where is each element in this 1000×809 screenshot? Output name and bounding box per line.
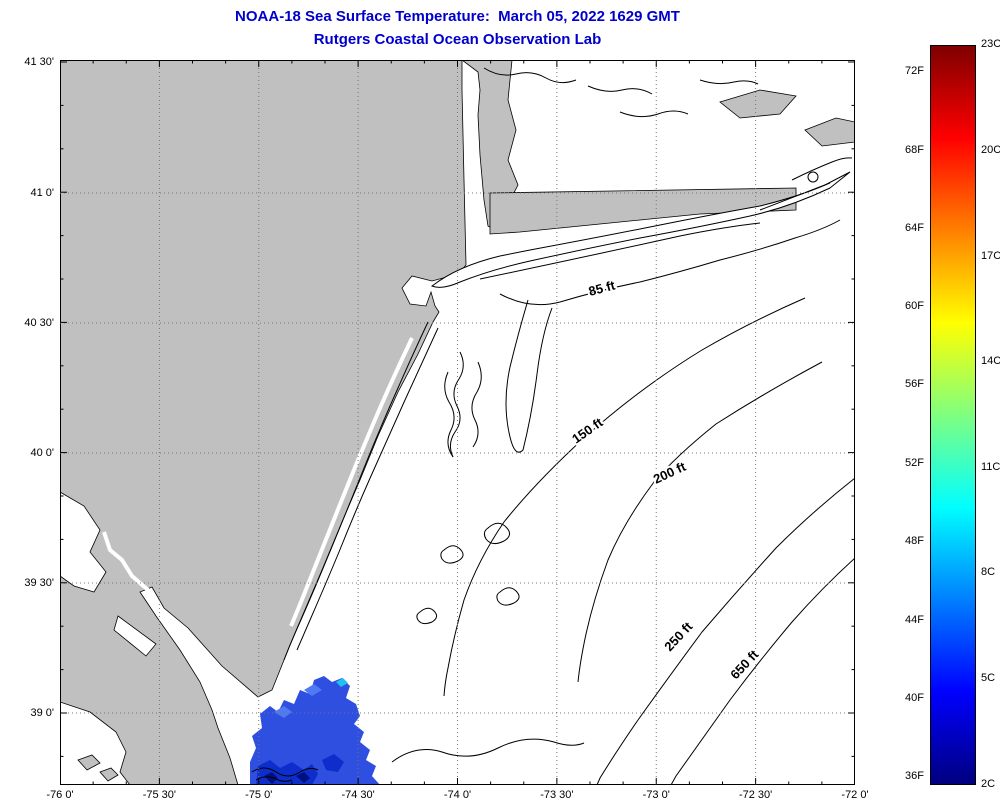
- x-tick-label: -75 0': [245, 789, 273, 801]
- colorbar-f-label: 56F: [905, 378, 924, 391]
- x-tick-label: -75 30': [142, 789, 177, 801]
- x-tick-label: -73 0': [642, 789, 670, 801]
- gridlines: [60, 60, 855, 785]
- colorbar-f-label: 48F: [905, 535, 924, 548]
- x-tick-label: -74 0': [443, 789, 472, 801]
- chesapeake-islet-1: [77, 754, 101, 771]
- map-plot: 85 ft 150 ft 200 ft 250 ft 650 ft: [60, 60, 855, 785]
- river-cut: [113, 615, 157, 657]
- bathymetry-contours: [283, 219, 855, 785]
- colorbar-f-label: 64F: [905, 222, 924, 235]
- long-island-sound: [489, 187, 797, 235]
- colorbar-c-label: 5C: [981, 672, 996, 685]
- nj-backbay-line: [289, 337, 414, 627]
- y-tick-label: 41 0': [30, 187, 54, 199]
- axis-ticks: [60, 60, 855, 785]
- colorbar-c-label: 17C: [981, 249, 1000, 262]
- colorbar-f-label: 52F: [905, 456, 924, 469]
- colorbar-f-label: 44F: [905, 613, 924, 626]
- delaware-river-line: [102, 531, 150, 592]
- colorbar-c-label: 23C: [981, 38, 1000, 50]
- colorbar-f-label: 72F: [905, 65, 924, 78]
- block-island: [807, 171, 819, 183]
- x-tick-label: -76 0': [46, 789, 74, 801]
- colorbar-c-label: 11C: [981, 460, 1000, 473]
- x-tick-label: -72 30': [738, 789, 773, 801]
- land-patch-northeast-1: [719, 89, 797, 119]
- x-tick-label: -74 30': [341, 789, 375, 801]
- y-tick-label: 39 30': [24, 577, 54, 589]
- y-tick-label: 39 0': [30, 707, 54, 719]
- colorbar-c-label: 14C: [981, 355, 1000, 368]
- colorbar-c-label: 20C: [981, 143, 1000, 156]
- colorbar-f-label: 36F: [905, 769, 924, 782]
- cloud-coast-outlines: [483, 67, 853, 181]
- colorbar-c-label: 2C: [981, 778, 996, 790]
- x-tick-label: -73 30': [540, 789, 574, 801]
- page-subtitle: Rutgers Coastal Ocean Observation Lab: [313, 31, 602, 48]
- peconic-fork-line: [759, 182, 831, 211]
- colorbar-f-label: 40F: [905, 692, 924, 705]
- li-barrier-beach-line: [479, 222, 761, 280]
- long-island-shape: [430, 171, 851, 288]
- colorbar-f-label: 68F: [905, 143, 924, 156]
- y-tick-label: 41 30': [24, 56, 54, 68]
- x-tick-label: -72 0': [841, 789, 869, 801]
- y-tick-label: 40 30': [24, 317, 54, 329]
- colorbar: [930, 45, 976, 785]
- colorbar-c-label: 8C: [981, 566, 996, 579]
- colorbar-f-label: 60F: [905, 299, 924, 312]
- sst-data-patch: [250, 676, 380, 785]
- chesapeake-upper-cut: [60, 491, 107, 593]
- chesapeake-lower-cut: [60, 701, 131, 785]
- land-patch-northeast-2: [804, 117, 855, 147]
- page-title: NOAA-18 Sea Surface Temperature: March 0…: [235, 8, 680, 25]
- y-tick-label: 40 0': [30, 447, 54, 459]
- chesapeake-islet-2: [99, 767, 119, 782]
